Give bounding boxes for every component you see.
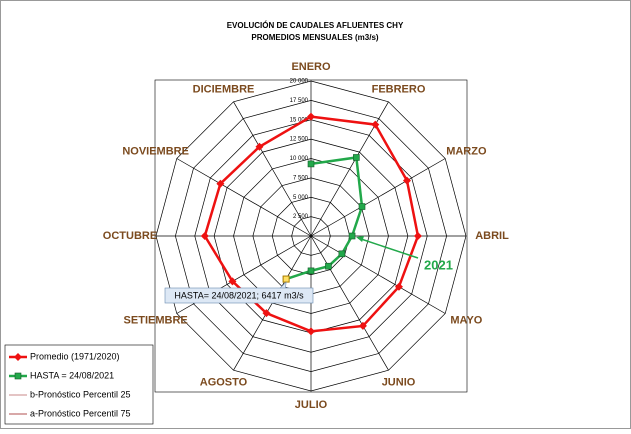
annotation: HASTA= 24/08/2021; 6417 m3/s [174, 290, 304, 300]
legend-label: Promedio (1971/2020) [30, 351, 120, 361]
spoke [310, 235, 446, 314]
point [228, 277, 237, 286]
spoke [310, 235, 389, 371]
legend-label: a-Pronóstico Percentil 75 [30, 408, 131, 418]
point [307, 112, 315, 121]
point [358, 321, 367, 330]
r-tick-label: 2 500 [293, 214, 309, 220]
point [348, 232, 356, 240]
legend-label: b-Pronóstico Percentil 25 [30, 389, 131, 399]
point [394, 282, 403, 291]
legend-label: HASTA = 24/08/2021 [30, 370, 114, 380]
point [307, 160, 315, 168]
category-label: FEBRERO [372, 84, 426, 96]
category-label: DICIEMBRE [193, 84, 255, 96]
category-label: OCTUBRE [103, 230, 157, 242]
r-tick-label: 15 000 [290, 117, 309, 123]
point [307, 267, 315, 275]
point [402, 176, 411, 185]
arrow-head [356, 236, 365, 242]
category-label: MAYO [450, 314, 482, 326]
point [358, 203, 366, 210]
annotation-arrow [357, 237, 419, 259]
category-label: ENERO [291, 61, 331, 73]
spoke [176, 158, 312, 237]
r-tick-label: 17 500 [290, 98, 309, 104]
point [307, 327, 315, 336]
annotation: 2021 [424, 257, 453, 272]
point [200, 232, 209, 240]
point [255, 142, 264, 151]
point [338, 250, 346, 258]
point [413, 232, 422, 240]
category-label: JULIO [295, 399, 328, 411]
legend-marker [14, 372, 22, 380]
r-tick-label: 12 500 [290, 137, 309, 143]
category-label: ABRIL [475, 230, 509, 242]
highlight-point [282, 275, 290, 283]
r-tick-label: 10 000 [290, 156, 309, 162]
r-tick-label: 5 000 [293, 195, 309, 201]
r-tick-label: 20 000 [290, 79, 309, 85]
legend-box [4, 344, 154, 425]
point [371, 120, 380, 129]
category-label: JUNIO [382, 376, 416, 388]
point [262, 309, 271, 318]
point [325, 262, 332, 270]
point [216, 179, 225, 188]
category-label: MARZO [446, 145, 487, 157]
chart-subtitle: PROMEDIOS MENSUALES (m3/s) [251, 33, 378, 42]
point [353, 154, 360, 161]
legend-marker [14, 353, 22, 361]
callout-box [164, 287, 314, 304]
category-label: NOVIEMBRE [122, 145, 189, 157]
r-tick-label: 7 500 [293, 175, 309, 181]
spoke [233, 101, 312, 237]
category-label: SETIEMBRE [124, 314, 188, 326]
category-label: AGOSTO [200, 376, 248, 388]
chart-title: EVOLUCIÓN DE CAUDALES AFLUENTES CHY [227, 21, 404, 30]
spoke [310, 158, 446, 237]
